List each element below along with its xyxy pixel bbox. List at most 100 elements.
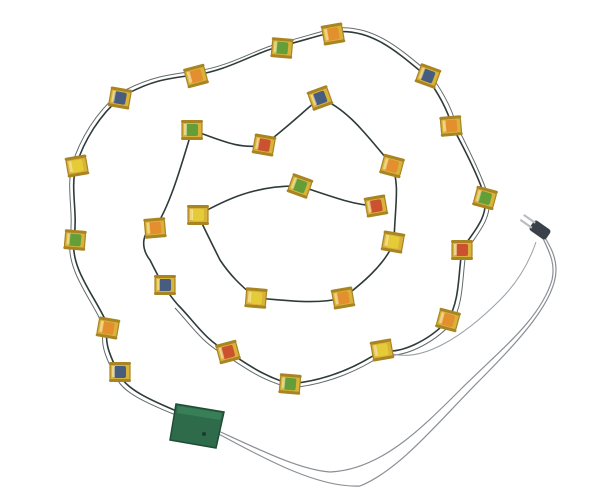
power-lead-2 [214, 235, 557, 487]
bulb-rim [110, 86, 133, 93]
bulb-color-window [192, 209, 204, 221]
bulb-color-window [249, 291, 263, 305]
bulb-highlight [112, 366, 115, 377]
bulb-rim [215, 339, 237, 348]
bulb-highlight [184, 124, 187, 135]
bulb-color-window [148, 221, 162, 235]
bulb-highlight [324, 28, 329, 41]
bulb-rim [330, 286, 353, 293]
bulb-rim [107, 103, 130, 110]
bulb-highlight [66, 233, 71, 245]
bulb-color-window [336, 291, 350, 305]
bulb-rim [476, 185, 498, 194]
bulb-highlight [157, 279, 160, 290]
bulb-color-window [369, 199, 383, 213]
bulb-rim [67, 171, 90, 178]
bulb-highlight [418, 67, 426, 79]
bulb-color-window [189, 69, 203, 83]
bulb-color-window [113, 91, 127, 105]
bulb-color-window [420, 68, 436, 84]
lantern-bulb [251, 133, 277, 157]
bulb-rim [414, 79, 436, 89]
bulb-color-window [283, 377, 297, 391]
bulb-color-window [292, 178, 308, 194]
bulb-color-window [275, 41, 289, 55]
bulb-rim [278, 390, 301, 395]
bulb-highlight [438, 312, 445, 324]
bulb-color-window [101, 321, 115, 335]
bulb-color-window [70, 159, 84, 173]
lantern-bulb [369, 338, 395, 362]
bulb-highlight [373, 344, 378, 357]
bulb-highlight [99, 320, 105, 333]
bulb-rim [154, 292, 176, 295]
bulb-highlight [186, 71, 193, 83]
bulb-rim [181, 137, 203, 140]
bulb-highlight [310, 94, 318, 106]
lantern-bulb [181, 120, 203, 140]
bulb-highlight [334, 292, 339, 305]
bulb-rim [63, 246, 86, 251]
bulb-rim [187, 80, 209, 89]
lantern-bulb [270, 37, 294, 59]
lantern-bulb [306, 85, 334, 111]
bulb-highlight [442, 120, 447, 132]
bulb-highlight [384, 234, 390, 247]
bulb-highlight [273, 41, 278, 53]
bulb-rim [383, 230, 406, 237]
lantern-bulb [286, 173, 314, 199]
bulb-highlight [475, 190, 482, 202]
bulb-color-window [478, 191, 492, 205]
bulb-rim [245, 287, 268, 292]
bulb-rim [64, 229, 87, 234]
lantern-bulb [95, 316, 121, 340]
bulb-color-window [257, 138, 271, 152]
bulb-color-window [386, 235, 400, 249]
bulb-rim [143, 217, 166, 222]
bulb-highlight [247, 291, 252, 303]
bulb-rim [451, 257, 473, 260]
lantern-bulb [439, 115, 463, 137]
lantern-bulb [64, 154, 90, 178]
bulb-rim [439, 115, 462, 120]
bulb-rim [154, 275, 176, 278]
bulb-rim [219, 356, 241, 365]
lantern-bulb [472, 185, 498, 211]
bulb-rim [440, 132, 463, 137]
lantern-bulb [320, 22, 346, 46]
lantern-bulb [107, 86, 133, 110]
bulb-rim [369, 338, 392, 345]
lantern-bulb [154, 275, 176, 295]
bulb-color-window [68, 233, 82, 247]
bulb-highlight [111, 90, 117, 103]
lantern-bulb [435, 307, 461, 333]
bulb-highlight [68, 160, 73, 173]
bulb-highlight [290, 177, 298, 189]
bulb-rim [366, 211, 389, 218]
bulb-rim [372, 355, 395, 362]
bulb-rim [181, 120, 203, 123]
bulb-rim [95, 333, 118, 340]
lantern-bulb [278, 373, 302, 395]
bulb-highlight [190, 209, 193, 220]
lantern-bulb [330, 286, 356, 310]
bulb-rim [187, 222, 209, 225]
lantern-bulb [183, 63, 209, 89]
bulb-color-window [444, 119, 458, 133]
lantern-bulb [363, 194, 389, 218]
lantern-bulb [414, 63, 442, 89]
bulb-rim [109, 379, 131, 382]
bulb-rim [420, 63, 442, 73]
bulb-rim [279, 373, 302, 378]
lantern-bulb [109, 362, 131, 382]
bulb-rim [98, 316, 121, 323]
bulb-rim [383, 153, 405, 162]
bulb-rim [254, 133, 277, 140]
lantern-bulb [187, 205, 209, 225]
power-lead-1 [211, 235, 554, 473]
bulb-highlight [367, 200, 372, 213]
bulb-rim [244, 304, 267, 309]
bulb-rim [187, 205, 209, 208]
